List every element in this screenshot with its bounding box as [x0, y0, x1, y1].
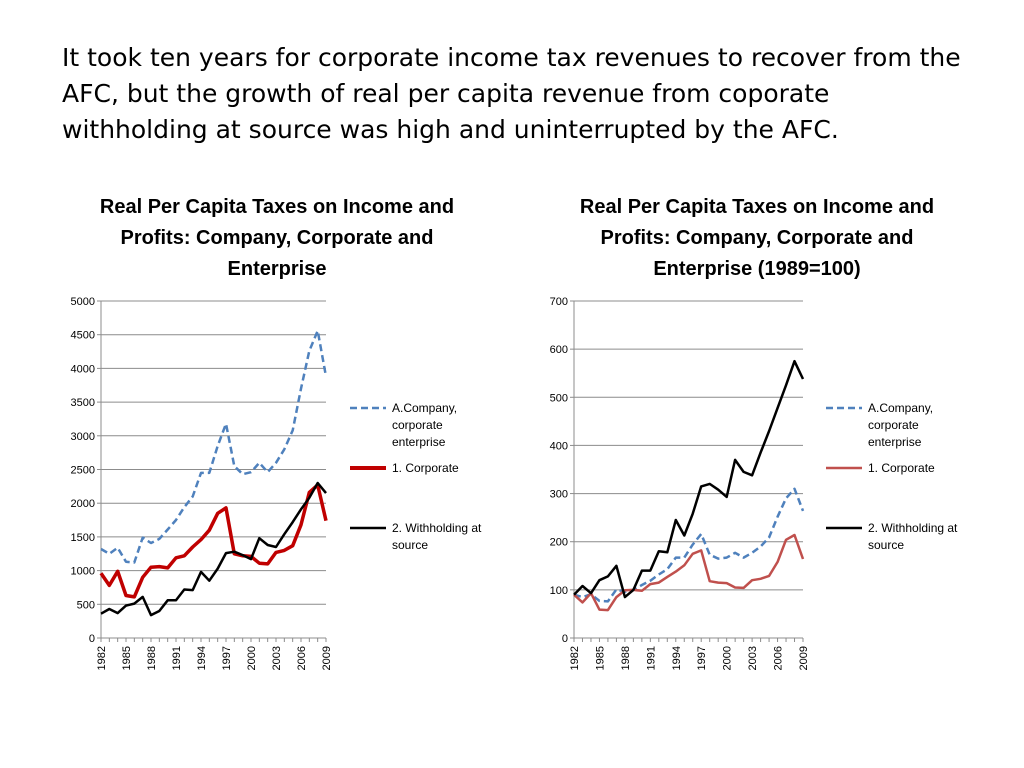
x-tick-label: 1994	[671, 646, 683, 670]
y-tick-label: 600	[550, 344, 568, 356]
x-tick-label: 1991	[171, 646, 183, 670]
x-tick-label: 1985	[594, 646, 606, 670]
y-tick-label: 1000	[71, 566, 95, 578]
y-tick-label: 1500	[71, 532, 95, 544]
y-tick-label: 0	[89, 633, 95, 645]
x-tick-label: 1991	[645, 646, 657, 670]
chart-title-right: Real Per Capita Taxes on Income and Prof…	[579, 196, 935, 280]
y-tick-label: 3000	[71, 431, 95, 443]
y-tick-label: 100	[550, 585, 568, 597]
y-tick-label: 5000	[71, 296, 95, 308]
x-tick-label: 1985	[121, 646, 133, 670]
x-tick-label: 1994	[196, 646, 208, 670]
y-tick-label: 500	[77, 599, 95, 611]
series-line-3	[573, 359, 805, 599]
x-tick-label: 1997	[696, 646, 708, 670]
chart-left: 0 500 1000 1500 2000 2500 3000 3500 4000 4500 5000…	[71, 296, 483, 670]
legend-label-3: 2. Withholding at source	[868, 521, 958, 552]
y-tick-label: 2500	[71, 465, 95, 477]
y-tick-label: 4500	[71, 330, 95, 342]
y-tick-label: 3500	[71, 397, 95, 409]
chart-title-left: Real Per Capita Taxes on Income and Prof…	[99, 196, 455, 280]
legend-label-2: 1. Corporate	[392, 461, 459, 475]
x-tick-label: 1988	[146, 646, 158, 670]
y-tick-label: 200	[550, 537, 568, 549]
y-tick-label: 300	[550, 489, 568, 501]
series-line-1	[100, 329, 328, 564]
series-line-2	[99, 483, 328, 599]
legend-label-1: A.Company, corporate enterprise	[868, 401, 933, 449]
x-tick-label: 2000	[246, 646, 258, 670]
legend-label-3: 2. Withholding at source	[392, 521, 482, 552]
x-tick-label: 2009	[798, 646, 810, 670]
series-line-3	[100, 481, 327, 617]
x-tick-label: 1988	[620, 646, 632, 670]
y-tick-label: 0	[562, 633, 568, 645]
chart-right: 0 100 200 300 400 500 600 700 1982 1985 1988 1991 19…	[550, 296, 958, 670]
legend-label-1: A.Company, corporate enterprise	[392, 401, 457, 449]
x-tick-label: 1997	[221, 646, 233, 670]
series-line-1	[573, 487, 805, 603]
x-tick-label: 1982	[569, 646, 581, 670]
y-tick-label: 2000	[71, 498, 95, 510]
y-tick-label: 700	[550, 296, 568, 308]
x-tick-label: 2000	[722, 646, 734, 670]
slide-title: It took ten years for corporate income t…	[62, 43, 961, 144]
x-tick-label: 2009	[321, 646, 333, 670]
legend-label-2: 1. Corporate	[868, 461, 935, 475]
x-tick-label: 2003	[271, 646, 283, 670]
y-tick-label: 4000	[71, 363, 95, 375]
series-line-2	[573, 533, 805, 612]
x-tick-label: 2006	[773, 646, 785, 670]
x-tick-label: 2006	[296, 646, 308, 670]
x-tick-label: 1982	[96, 646, 108, 670]
y-tick-label: 400	[550, 440, 568, 452]
y-tick-label: 500	[550, 392, 568, 404]
x-tick-label: 2003	[747, 646, 759, 670]
